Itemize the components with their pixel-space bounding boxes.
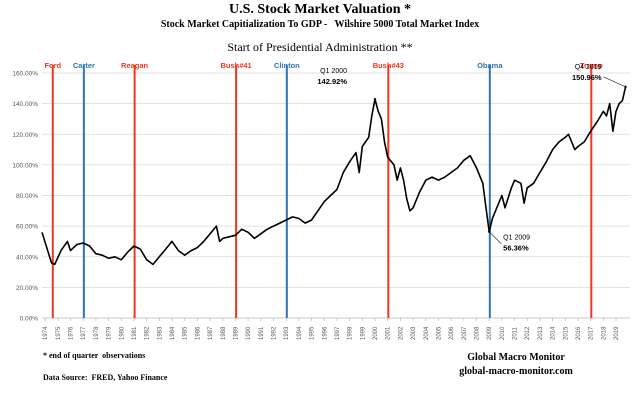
x-tick-label: 1983 bbox=[157, 326, 163, 340]
annotation-label: Q1 2009 bbox=[503, 235, 530, 242]
x-tick-label: 2008 bbox=[474, 326, 480, 340]
x-tick-label: 2005 bbox=[436, 326, 442, 340]
x-tick-label: 1982 bbox=[145, 326, 151, 340]
x-tick-label: 1981 bbox=[132, 326, 138, 340]
footnote: * end of quarter observations bbox=[43, 351, 145, 360]
x-tick-label: 1991 bbox=[259, 326, 265, 340]
x-tick-label: 2014 bbox=[551, 326, 557, 340]
y-tick-label: 40.00% bbox=[16, 254, 38, 261]
chart-title: U.S. Stock Market Valuation * bbox=[229, 2, 411, 17]
x-tick-label: 1986 bbox=[195, 326, 201, 340]
president-label: Reagan bbox=[121, 61, 149, 70]
president-label: Obama bbox=[477, 61, 503, 70]
annotation-value: 142.92% bbox=[317, 77, 347, 86]
x-tick-label: 1987 bbox=[208, 326, 214, 340]
x-tick-label: 1980 bbox=[119, 326, 125, 340]
x-tick-label: 1992 bbox=[272, 326, 278, 340]
legend-title: Start of Presidential Administration ** bbox=[227, 40, 412, 54]
x-tick-label: 2004 bbox=[424, 326, 430, 340]
y-tick-label: 60.00% bbox=[16, 224, 38, 231]
annotation-value: 56.36% bbox=[503, 244, 529, 253]
x-tick-label: 2009 bbox=[487, 326, 493, 340]
y-tick-label: 0.00% bbox=[20, 316, 39, 323]
y-tick-label: 100.00% bbox=[12, 162, 38, 169]
x-tick-label: 1997 bbox=[335, 326, 341, 340]
x-tick-label: 1976 bbox=[69, 326, 75, 340]
x-tick-label: 1977 bbox=[81, 326, 87, 340]
x-tick-label: 2002 bbox=[398, 326, 404, 340]
x-tick-label: 1996 bbox=[322, 326, 328, 340]
y-tick-label: 160.00% bbox=[12, 71, 38, 78]
website: global-macro-monitor.com bbox=[459, 366, 573, 377]
source: Data Source: FRED, Yahoo Finance bbox=[43, 373, 168, 382]
x-tick-label: 1994 bbox=[297, 326, 303, 340]
x-tick-label: 2016 bbox=[576, 326, 582, 340]
president-label: Trump bbox=[580, 61, 603, 70]
president-label: Bush#43 bbox=[373, 61, 404, 70]
x-tick-label: 1979 bbox=[107, 326, 113, 340]
x-tick-label: 1984 bbox=[170, 326, 176, 340]
x-tick-label: 2010 bbox=[500, 326, 506, 340]
x-tick-label: 1993 bbox=[284, 326, 290, 340]
data-line bbox=[41, 86, 627, 266]
president-label: Clinton bbox=[274, 61, 300, 70]
annotation-leader bbox=[603, 76, 626, 88]
x-tick-label: 2003 bbox=[411, 326, 417, 340]
x-tick-label: 1978 bbox=[94, 326, 100, 340]
x-tick-label: 2013 bbox=[538, 326, 544, 340]
x-tick-label: 1975 bbox=[56, 326, 62, 340]
x-tick-label: 2018 bbox=[601, 326, 607, 340]
brand: Global Macro Monitor bbox=[467, 352, 565, 363]
annotation-label: Q1 2000 bbox=[320, 68, 347, 75]
x-tick-label: 1985 bbox=[183, 326, 189, 340]
x-tick-label: 1988 bbox=[221, 326, 227, 340]
president-label: Carter bbox=[73, 61, 95, 70]
x-tick-label: 2001 bbox=[386, 326, 392, 340]
x-tick-label: 2012 bbox=[525, 326, 531, 340]
y-tick-label: 80.00% bbox=[16, 193, 38, 200]
x-tick-label: 1998 bbox=[348, 326, 354, 340]
y-tick-label: 140.00% bbox=[12, 101, 38, 108]
x-tick-label: 1995 bbox=[310, 326, 316, 340]
x-tick-label: 2006 bbox=[449, 326, 455, 340]
x-tick-label: 2011 bbox=[513, 326, 519, 340]
x-tick-label: 1999 bbox=[360, 326, 366, 340]
x-tick-label: 2017 bbox=[589, 326, 595, 340]
president-label: Bush#41 bbox=[220, 61, 251, 70]
x-tick-label: 1989 bbox=[233, 326, 239, 340]
x-tick-label: 1974 bbox=[43, 326, 49, 340]
x-tick-label: 2000 bbox=[373, 326, 379, 340]
chart-subtitle: Stock Market Capitialization To GDP - Wi… bbox=[161, 19, 479, 30]
y-tick-label: 20.00% bbox=[16, 285, 38, 292]
x-tick-label: 2015 bbox=[563, 326, 569, 340]
president-label: Ford bbox=[44, 61, 61, 70]
y-tick-label: 120.00% bbox=[12, 132, 38, 139]
x-tick-label: 2019 bbox=[614, 326, 620, 340]
x-tick-label: 1990 bbox=[246, 326, 252, 340]
annotation-value: 150.96% bbox=[572, 73, 602, 82]
annotation-point bbox=[373, 97, 377, 101]
annotation-label: Q4 2019 bbox=[575, 64, 602, 71]
x-tick-label: 2007 bbox=[462, 326, 468, 340]
annotation-leader bbox=[488, 231, 502, 244]
